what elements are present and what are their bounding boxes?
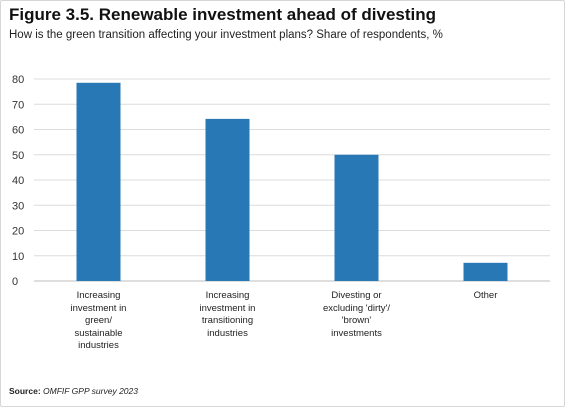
y-tick-label: 30 (12, 200, 24, 212)
bars (76, 82, 508, 282)
y-tick-label: 70 (12, 99, 24, 111)
x-tick-label: Other (473, 290, 498, 301)
source-note: Source: OMFIF GPP survey 2023 (9, 386, 138, 396)
bar (76, 82, 121, 281)
chart-title: Figure 3.5. Renewable investment ahead o… (9, 5, 437, 24)
x-tick-label: Increasing investment in transitioning indu… (199, 290, 256, 339)
y-axis-ticks: 0 10 20 30 40 50 60 70 80 (12, 74, 24, 288)
x-tick-label: Divesting or excluding 'dirty'/'brown' inv… (323, 290, 390, 339)
bar (463, 262, 508, 281)
chart-subtitle: How is the green transition affecting yo… (9, 29, 443, 41)
y-tick-label: 0 (12, 276, 18, 288)
source-text: OMFIF GPP survey 2023 (43, 386, 138, 396)
source-label: Source: (9, 386, 41, 396)
x-tick-label: Increasing investment in green/sustainable… (70, 290, 127, 351)
y-tick-label: 40 (12, 175, 24, 187)
y-tick-label: 50 (12, 150, 24, 162)
y-tick-label: 10 (12, 251, 24, 263)
y-tick-label: 80 (12, 74, 24, 86)
y-tick-label: 60 (12, 125, 24, 137)
y-tick-label: 20 (12, 226, 24, 238)
bar (205, 118, 250, 282)
bar (334, 154, 379, 281)
